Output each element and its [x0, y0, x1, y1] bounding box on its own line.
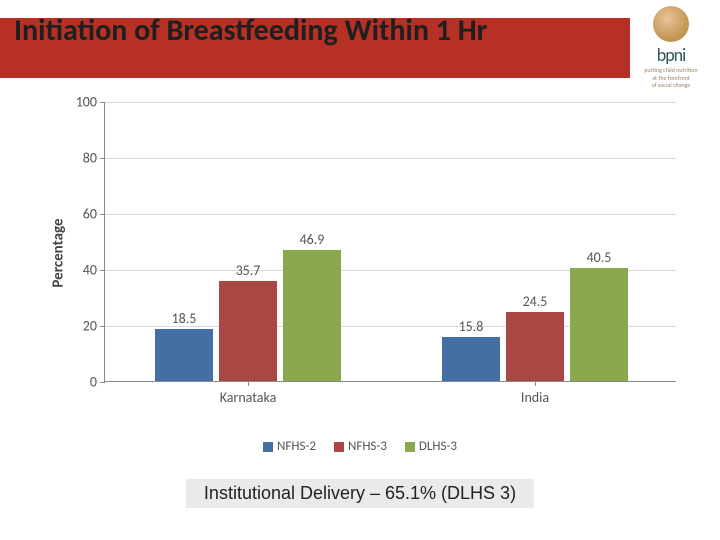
- y-tick-mark: [100, 382, 105, 383]
- legend: NFHS-2 NFHS-3 DLHS-3: [263, 439, 457, 454]
- bar-value-label: 40.5: [587, 249, 612, 266]
- x-category-label: Karnataka: [220, 389, 277, 406]
- legend-item: DLHS-3: [405, 439, 457, 454]
- bar-value-label: 15.8: [459, 318, 484, 335]
- bar-value-label: 46.9: [300, 231, 325, 248]
- y-axis-label: Percentage: [50, 218, 68, 287]
- y-tick-mark: [100, 270, 105, 271]
- legend-label: DLHS-3: [419, 439, 457, 454]
- bar-value-label: 35.7: [236, 262, 261, 279]
- y-tick-mark: [100, 102, 105, 103]
- logo-tagline-3: of social change: [632, 82, 710, 89]
- plot-area: 02040608010018.535.746.9Karnataka15.824.…: [104, 102, 676, 382]
- y-tick-mark: [100, 214, 105, 215]
- logo-tagline-1: putting child nutrition: [632, 67, 710, 74]
- brand-logo: bpni putting child nutrition at the fore…: [632, 4, 710, 84]
- x-category-label: India: [521, 389, 549, 406]
- bar: 40.5: [570, 268, 628, 381]
- y-tick-label: 20: [83, 318, 97, 335]
- bar: 46.9: [283, 250, 341, 381]
- legend-item: NFHS-3: [334, 439, 387, 454]
- y-tick-label: 100: [76, 94, 97, 111]
- bar: 15.8: [442, 337, 500, 381]
- logo-icon: [653, 6, 689, 42]
- legend-swatch: [334, 442, 344, 452]
- x-tick-mark: [535, 381, 536, 386]
- y-tick-label: 0: [90, 374, 97, 391]
- footer-caption: Institutional Delivery – 65.1% (DLHS 3): [186, 479, 534, 508]
- bar-value-label: 18.5: [172, 310, 197, 327]
- bar: 35.7: [219, 281, 277, 381]
- grid-line: [105, 158, 676, 159]
- legend-label: NFHS-2: [277, 439, 316, 454]
- y-tick-mark: [100, 326, 105, 327]
- y-tick-mark: [100, 158, 105, 159]
- x-tick-mark: [248, 381, 249, 386]
- y-tick-label: 40: [83, 262, 97, 279]
- chart: Percentage 02040608010018.535.746.9Karna…: [30, 94, 690, 454]
- logo-text: bpni: [632, 44, 710, 66]
- grid-line: [105, 102, 676, 103]
- grid-line: [105, 214, 676, 215]
- bar: 24.5: [506, 312, 564, 381]
- legend-swatch: [405, 442, 415, 452]
- bar: 18.5: [155, 329, 213, 381]
- legend-swatch: [263, 442, 273, 452]
- y-tick-label: 80: [83, 150, 97, 167]
- logo-tagline-2: at the forefront: [632, 75, 710, 82]
- y-tick-label: 60: [83, 206, 97, 223]
- bar-value-label: 24.5: [523, 293, 548, 310]
- legend-label: NFHS-3: [348, 439, 387, 454]
- page-title: Initiation of Breastfeeding Within 1 Hr: [14, 12, 487, 49]
- legend-item: NFHS-2: [263, 439, 316, 454]
